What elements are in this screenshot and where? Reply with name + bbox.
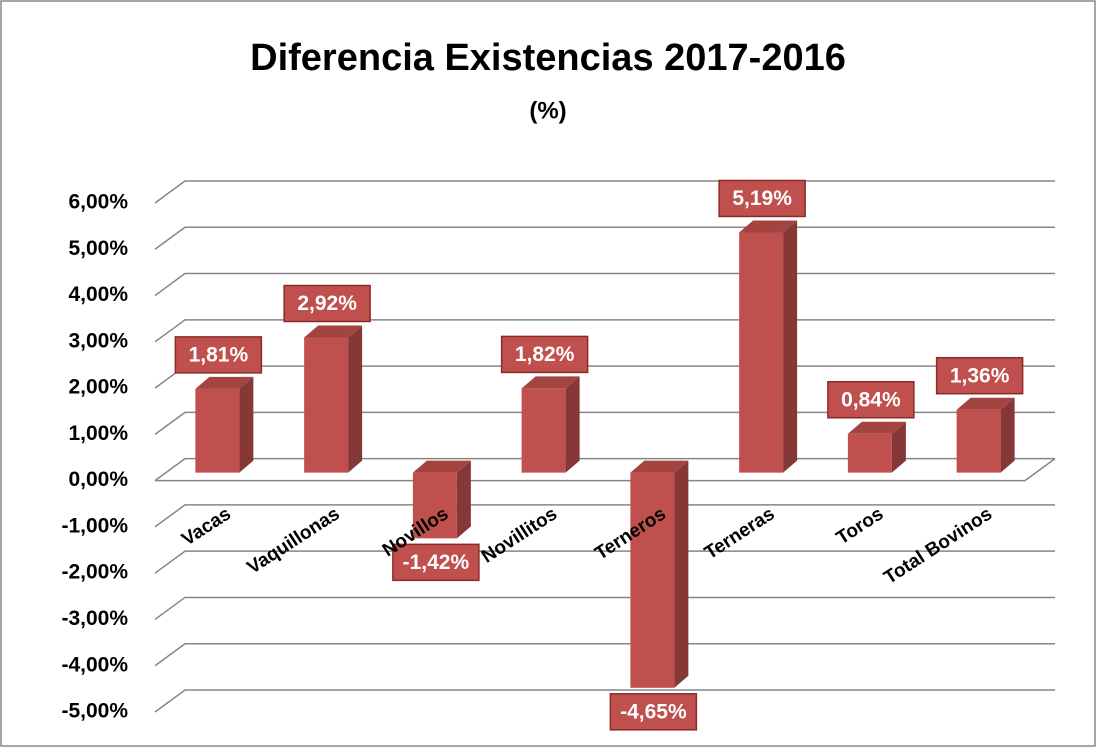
bar-side [783, 220, 798, 473]
value-label-box [827, 381, 915, 419]
bar-front [956, 409, 1001, 473]
y-tick-label: 0,00% [68, 468, 128, 491]
bar-side [1000, 397, 1015, 473]
grid-line [154, 689, 1055, 713]
bar-front [195, 388, 240, 473]
y-tick-label: 6,00% [68, 191, 128, 214]
y-tick-label: -2,00% [61, 561, 128, 584]
bar-front [412, 472, 457, 539]
value-label: 2,92% [297, 292, 357, 315]
value-label: 0,84% [841, 388, 901, 411]
grid-line [154, 596, 1055, 621]
y-tick-label: 2,00% [68, 376, 128, 399]
value-label-box [174, 336, 263, 374]
value-label-box [392, 543, 480, 582]
bar-top [956, 397, 1015, 410]
value-label-box [718, 179, 806, 218]
y-tick-label: 4,00% [68, 283, 128, 306]
bar-top [412, 460, 471, 473]
bar-top [847, 421, 906, 434]
value-label: -1,42% [403, 551, 470, 574]
value-label-box [500, 335, 589, 374]
bar-top [630, 460, 689, 473]
y-tick-label: 5,00% [68, 237, 128, 260]
value-label: 5,19% [732, 187, 792, 210]
bar [195, 376, 254, 473]
bar-top [739, 220, 798, 233]
bar-side [891, 421, 906, 473]
bar-front [304, 337, 349, 473]
bar-side [565, 376, 580, 473]
bar-front [847, 433, 892, 473]
bar-top [195, 376, 254, 389]
y-tick-label: -3,00% [61, 607, 128, 630]
value-label-box [935, 356, 1024, 395]
value-label: 1,81% [189, 343, 249, 366]
bar-side [348, 325, 363, 473]
bar-front [521, 388, 566, 473]
bar [630, 460, 689, 688]
value-label-box [609, 693, 698, 731]
grid-line [154, 550, 1055, 574]
bar [521, 376, 580, 473]
chart-subtitle: (%) [529, 97, 566, 124]
y-tick-label: -4,00% [61, 653, 128, 676]
value-label: 1,36% [950, 364, 1010, 387]
bar [412, 460, 471, 539]
y-tick-label: 3,00% [68, 329, 128, 352]
bar-side [456, 460, 471, 539]
bar [304, 325, 363, 473]
bar-top [304, 325, 363, 338]
bar [847, 421, 906, 473]
grid-line [154, 504, 1055, 528]
bar-front [739, 232, 784, 473]
value-label: -4,65% [620, 700, 687, 723]
bar-top [521, 376, 580, 389]
y-tick-label: -5,00% [61, 700, 128, 723]
y-tick-label: 1,00% [68, 422, 128, 445]
chart-title: Diferencia Existencias 2017-2016 [250, 37, 846, 79]
bar [956, 397, 1015, 473]
grid-line [154, 642, 1055, 667]
value-label: 1,82% [515, 343, 575, 366]
y-tick-label: -1,00% [61, 514, 128, 537]
bar-side [674, 460, 689, 688]
bar-front [630, 472, 675, 688]
value-label-box [283, 284, 371, 323]
bar-side [239, 376, 254, 473]
bar [739, 220, 798, 473]
